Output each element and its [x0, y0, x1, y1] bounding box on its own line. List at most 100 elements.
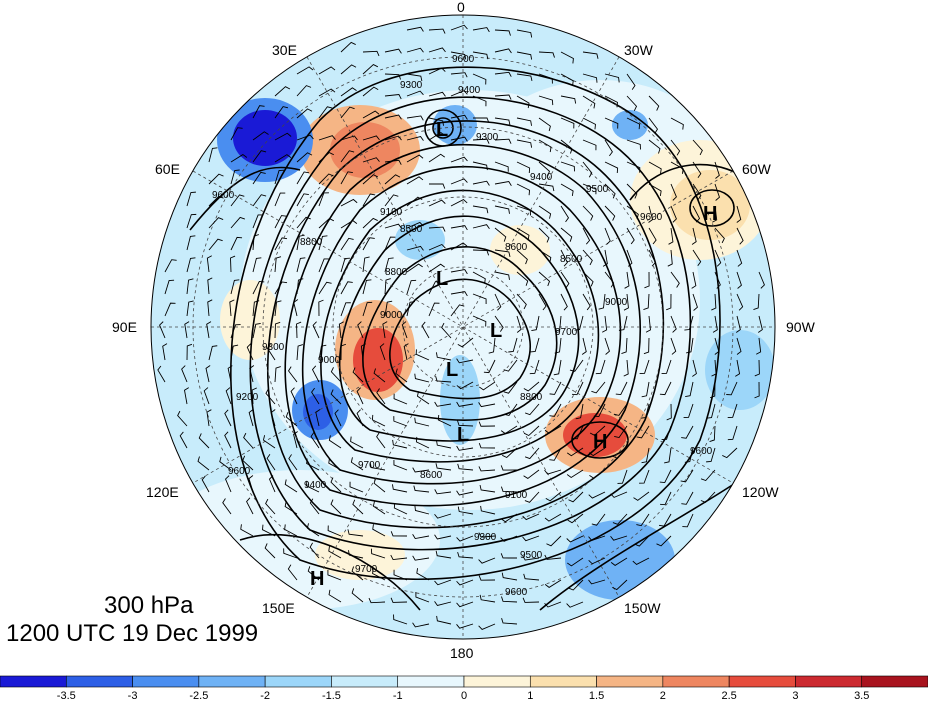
- wind-barb: [230, 255, 236, 273]
- wind-barb: [457, 506, 474, 515]
- wind-barb: [306, 523, 320, 537]
- wind-barb: [643, 337, 650, 355]
- wind-barb: [230, 344, 239, 361]
- wind-barb: [582, 73, 598, 83]
- wind-barb: [274, 86, 291, 97]
- wind-barb: [538, 117, 551, 132]
- colorbar-tick-label: -3: [128, 690, 138, 702]
- wind-barb: [450, 269, 468, 275]
- wind-barb: [632, 557, 650, 565]
- wind-barb: [384, 48, 402, 54]
- wind-barb: [571, 381, 584, 396]
- wind-barb: [296, 321, 302, 339]
- wind-barb: [362, 174, 379, 185]
- wind-barb: [384, 174, 401, 185]
- wind-barb: [348, 550, 364, 559]
- wind-barb: [450, 291, 468, 297]
- wind-barb: [384, 300, 393, 317]
- wind-barb: [516, 73, 533, 82]
- wind-barb: [207, 299, 213, 317]
- title-block: 300 hPa 1200 UTC 19 Dec 1999: [6, 592, 258, 648]
- wind-barbs: [157, 24, 765, 630]
- colorbar-tick-label: -2.5: [189, 690, 208, 702]
- wind-barb: [472, 180, 490, 186]
- wind-barb: [457, 463, 474, 471]
- wind-barb: [384, 257, 394, 273]
- wind-barb: [219, 456, 232, 471]
- wind-barb: [230, 127, 243, 141]
- wind-barb: [494, 117, 511, 126]
- wind-barb: [384, 223, 402, 229]
- wind-barb: [242, 455, 254, 471]
- wind-barb: [350, 436, 364, 449]
- wind-barb: [252, 300, 260, 317]
- wind-barb: [494, 293, 502, 311]
- wind-barb: [340, 150, 355, 163]
- wind-barb: [224, 431, 232, 449]
- wind-barb: [392, 439, 408, 449]
- wind-barb: [208, 173, 224, 185]
- wind-barb: [659, 469, 672, 484]
- wind-barb: [667, 249, 673, 267]
- wind-barb: [186, 235, 196, 251]
- wind-barb: [560, 51, 574, 64]
- wind-barb: [450, 114, 468, 120]
- wind-barb: [722, 447, 738, 459]
- wind-barb: [472, 73, 487, 85]
- wind-barb: [186, 278, 194, 295]
- wind-barb: [494, 205, 510, 214]
- colorbar-swatch: [198, 675, 266, 688]
- wind-barb: [401, 321, 408, 339]
- wind-barb: [604, 337, 610, 355]
- wind-barb: [612, 513, 628, 525]
- wind-barb: [208, 345, 218, 361]
- wind-barb: [240, 524, 254, 537]
- wind-barb: [372, 501, 386, 515]
- wind-barb: [602, 315, 608, 333]
- wind-barb: [362, 279, 372, 295]
- lon-label-150w: 150W: [624, 600, 661, 616]
- wind-barb: [252, 234, 259, 251]
- wind-barb: [274, 169, 285, 185]
- colorbar-tick-label: 3.5: [854, 690, 869, 702]
- wind-barb: [406, 154, 424, 163]
- wind-barb: [318, 192, 329, 207]
- wind-barb: [692, 183, 702, 200]
- wind-barb: [610, 491, 628, 498]
- wind-barb: [636, 425, 650, 439]
- wind-barb: [523, 381, 540, 392]
- wind-barb: [288, 366, 298, 383]
- wind-barb: [406, 136, 424, 141]
- wind-barb: [181, 365, 188, 383]
- contour-label: 8800: [520, 392, 543, 403]
- colorbar-swatch: [0, 675, 67, 688]
- wind-barb: [478, 402, 496, 408]
- lon-label-30w: 30W: [624, 42, 654, 58]
- wind-barb: [274, 366, 281, 383]
- wind-barb: [436, 440, 452, 449]
- wind-barb: [369, 462, 386, 471]
- wind-barb: [415, 592, 430, 603]
- wind-barb: [434, 601, 452, 606]
- wind-barb: [582, 139, 597, 151]
- contour-label: 9400: [530, 172, 553, 183]
- colorbar-tick-label: -2: [260, 690, 270, 702]
- wind-barb: [641, 381, 650, 398]
- wind-barb: [274, 132, 292, 141]
- wind-barb: [243, 432, 254, 449]
- wind-barb: [582, 271, 594, 287]
- wind-barb: [248, 475, 254, 493]
- wind-barb: [500, 486, 518, 493]
- contour-label: 8800: [300, 237, 323, 248]
- wind-barb: [634, 535, 650, 547]
- wind-barb: [227, 365, 233, 383]
- wind-barb: [567, 557, 584, 567]
- wind-barb: [501, 572, 518, 581]
- wind-barb: [643, 293, 650, 310]
- wind-barb: [340, 220, 358, 229]
- wind-barb: [457, 337, 474, 348]
- wind-barb: [692, 293, 698, 311]
- wind-barb: [371, 414, 386, 427]
- wind-barb: [412, 467, 430, 473]
- wind-barb: [582, 183, 597, 195]
